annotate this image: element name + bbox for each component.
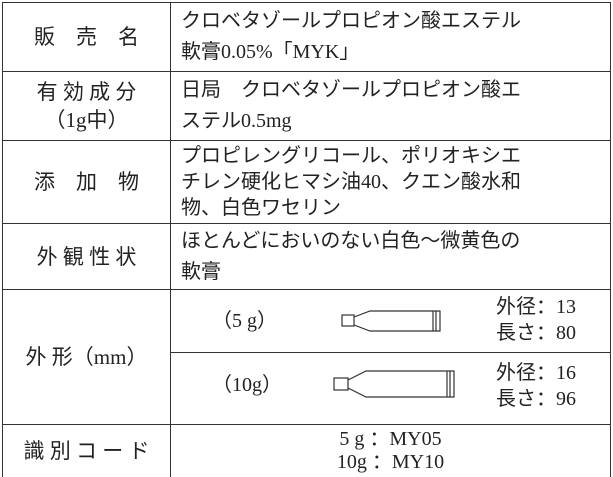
label-cell: 識 別 コ ー ド xyxy=(2,424,171,477)
label: 有 効 成 分 xyxy=(36,80,137,104)
label: （1g中） xyxy=(44,108,129,132)
tube-icon xyxy=(341,310,441,332)
value-cell: クロベタゾールプロピオン酸エステル 軟膏0.05%「MYK」 xyxy=(170,2,611,72)
size-label: （10g） xyxy=(212,374,282,396)
label-cell: 外 形（mm） xyxy=(2,289,171,425)
dim-text: 長さ：80 xyxy=(496,322,576,344)
size-label: （5 g） xyxy=(212,310,277,332)
value-line: 日局 クロベタゾールプロピオン酸エ xyxy=(181,79,521,101)
value-line: クロベタゾールプロピオン酸エステル xyxy=(181,10,521,32)
dim-text: 外径：13 xyxy=(496,296,576,318)
tube-icon xyxy=(333,370,455,398)
label-cell: 販 売 名 xyxy=(2,2,171,72)
value-cell: 日局 クロベタゾールプロピオン酸エ ステル0.5mg xyxy=(170,71,611,141)
dim-text: 外径：16 xyxy=(496,362,576,384)
label: 識 別 コ ー ド xyxy=(23,439,150,463)
value-line: 軟膏0.05%「MYK」 xyxy=(181,41,360,63)
label-cell: 外 観 性 状 xyxy=(2,223,171,290)
value-cell: 5 g ：MY05 10g ：MY10 xyxy=(170,424,611,477)
value-cell: プロピレングリコール、ポリオキシエ チレン硬化ヒマシ油40、クエン酸水和 物、白色ワ… xyxy=(170,140,611,224)
label-cell: 有 効 成 分 （1g中） xyxy=(2,71,171,141)
value-line: プロピレングリコール、ポリオキシエ xyxy=(181,145,521,167)
value-line: 10g ：MY10 xyxy=(336,451,445,473)
value-line: 5 g ：MY05 xyxy=(339,428,442,450)
label: 外 形（mm） xyxy=(25,345,148,369)
label: 添 加 物 xyxy=(34,170,139,194)
value-line: ステル0.5mg xyxy=(181,110,292,132)
label-cell: 添 加 物 xyxy=(2,140,171,224)
value-line: ほとんどにおいのない白色～微黄色の xyxy=(181,229,521,252)
label: 販 売 名 xyxy=(34,25,139,49)
value-cell: ほとんどにおいのない白色～微黄色の 軟膏 xyxy=(170,223,611,290)
value-line: 物、白色ワセリン xyxy=(181,197,341,219)
dim-text: 長さ：96 xyxy=(496,388,576,410)
value-line: 軟膏 xyxy=(181,260,221,283)
label: 外 観 性 状 xyxy=(36,244,137,269)
value-line: チレン硬化ヒマシ油40、クエン酸水和 xyxy=(181,171,521,193)
